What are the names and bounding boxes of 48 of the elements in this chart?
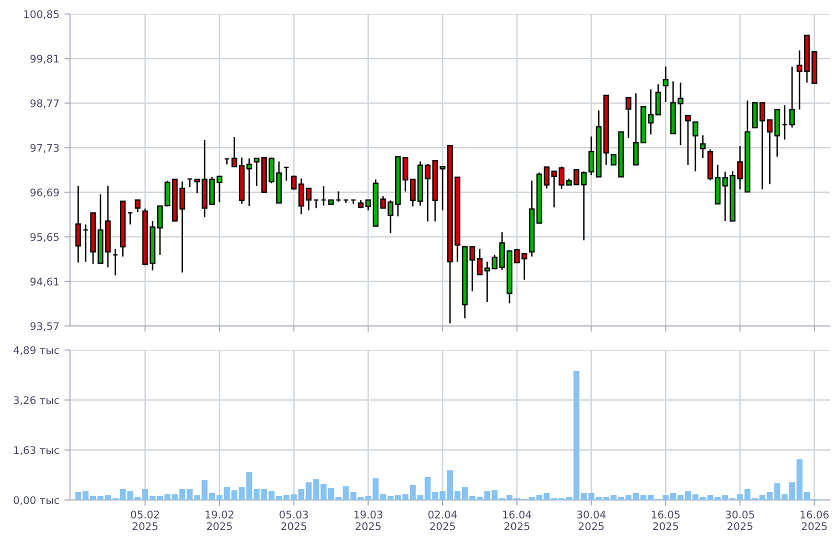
candlestick (306, 188, 312, 211)
y-tick-label: 0,00 тыс (14, 496, 59, 506)
y-tick-label: 3,26 тыс (14, 396, 59, 406)
candlestick (246, 158, 252, 207)
candlestick (789, 66, 795, 128)
x-tick-label: 16.04 2025 (503, 510, 532, 530)
candlestick (424, 163, 431, 222)
y-tick-label: 4,89 тыс (14, 346, 59, 356)
x-tick-label: 16.05 2025 (652, 510, 680, 530)
candlestick (662, 66, 669, 103)
candlestick (290, 174, 297, 190)
candlestick (179, 180, 186, 274)
candlestick (700, 134, 706, 159)
x-tick-label: 02.04 2025 (428, 510, 457, 530)
x-tick-label: 30.04 2025 (577, 510, 606, 530)
y-tick-label: 95,65 (30, 233, 59, 242)
candlestick (484, 261, 490, 303)
x-tick-label: 16.06 2025 (800, 510, 829, 530)
candlestick (134, 199, 141, 213)
candlestick (469, 246, 476, 292)
candlestick (544, 166, 550, 190)
candlestick (692, 121, 698, 172)
x-tick-label: 19.03 2025 (354, 510, 382, 530)
candlestick (766, 119, 773, 185)
y-tick-label: 94,61 (30, 278, 59, 287)
candlestick (655, 84, 662, 116)
candlestick (298, 178, 304, 215)
candlestick (75, 185, 82, 264)
candlestick (588, 136, 594, 176)
x-tick-label: 05.03 2025 (280, 510, 308, 530)
candlestick (365, 199, 372, 211)
candlestick (410, 178, 416, 208)
y-tick-label: 99,81 (30, 54, 59, 64)
y-tick-label: 1,63 тыс (14, 446, 59, 456)
candlestick (648, 88, 654, 136)
x-tick-label: 30.05 2025 (726, 510, 754, 530)
y-tick-label: 98,77 (30, 99, 59, 108)
candlestick (476, 248, 483, 276)
candlestick (685, 114, 691, 166)
candlestick (231, 136, 238, 168)
x-tick-label: 19.02 2025 (206, 510, 234, 530)
candlestick (759, 102, 766, 190)
x-tick-label: 05.02 2025 (130, 510, 159, 530)
y-tick-label: 97,73 (30, 144, 59, 153)
y-tick-label: 93,57 (30, 322, 59, 332)
candlestick (626, 96, 632, 139)
y-tick-label: 100,85 (24, 10, 59, 20)
y-tick-label: 96,69 (30, 188, 59, 198)
